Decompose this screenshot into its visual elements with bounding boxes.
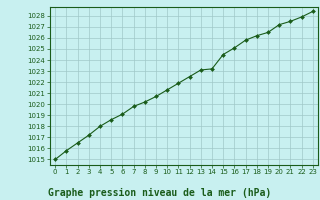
Text: Graphe pression niveau de la mer (hPa): Graphe pression niveau de la mer (hPa)	[48, 188, 272, 198]
